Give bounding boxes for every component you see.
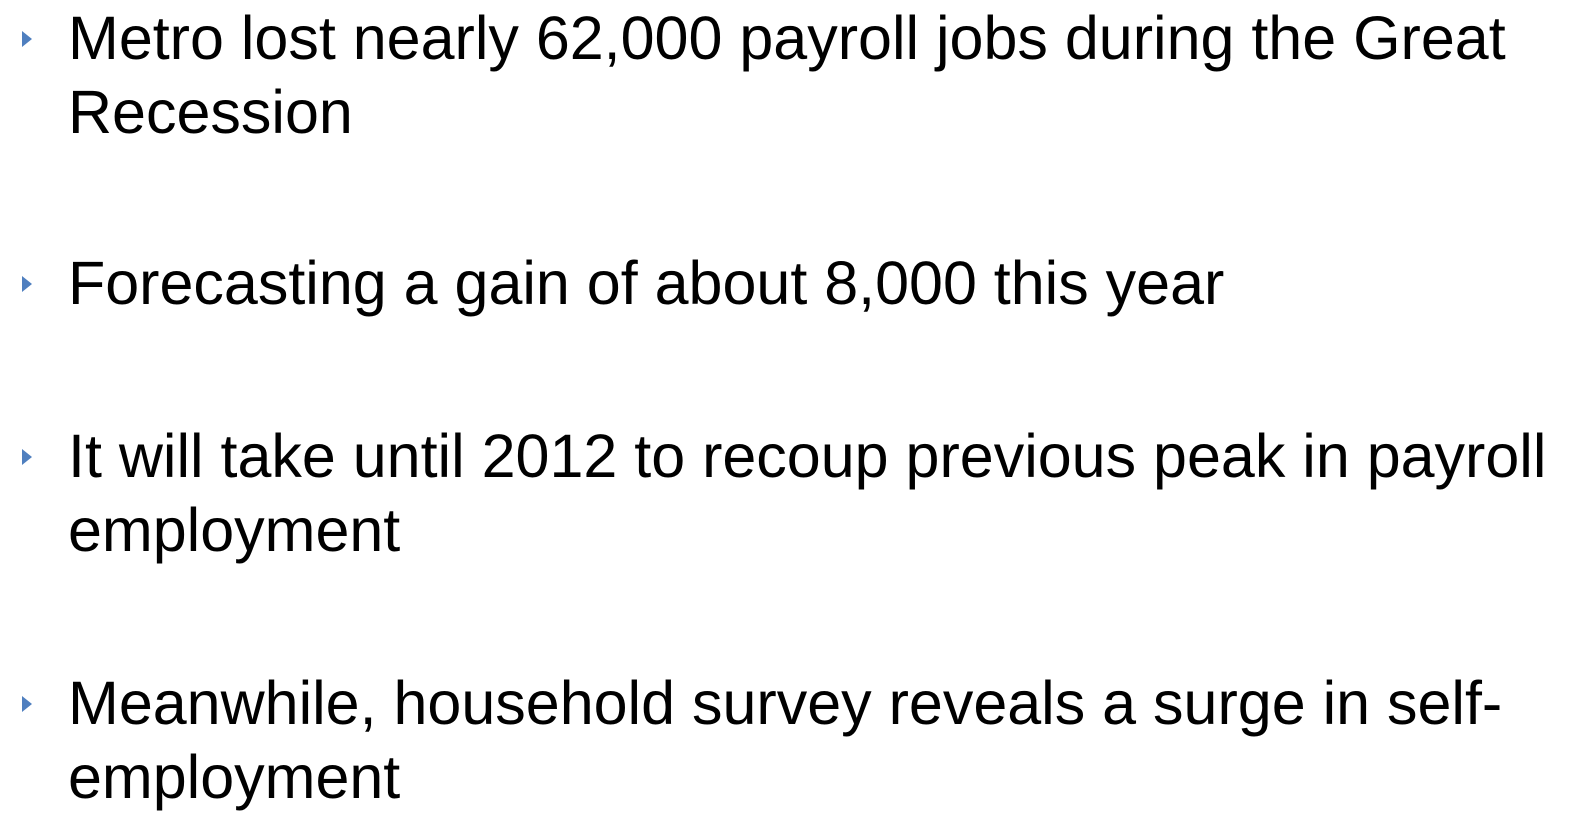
bullet-text: Metro lost nearly 62,000 payroll jobs du… bbox=[68, 4, 1506, 146]
bullet-triangle bbox=[22, 276, 32, 292]
bullet-triangle bbox=[22, 449, 32, 465]
bullet-icon bbox=[22, 31, 32, 47]
bullet-triangle bbox=[22, 31, 32, 47]
bullet-icon bbox=[22, 276, 32, 292]
bullet-icon bbox=[22, 696, 32, 712]
bullet-text: It will take until 2012 to recoup previo… bbox=[68, 422, 1547, 564]
bullet-text: Meanwhile, household survey reveals a su… bbox=[68, 669, 1503, 811]
bullet-triangle bbox=[22, 696, 32, 712]
bullet-icon bbox=[22, 449, 32, 465]
bullet-text: Forecasting a gain of about 8,000 this y… bbox=[68, 249, 1225, 317]
